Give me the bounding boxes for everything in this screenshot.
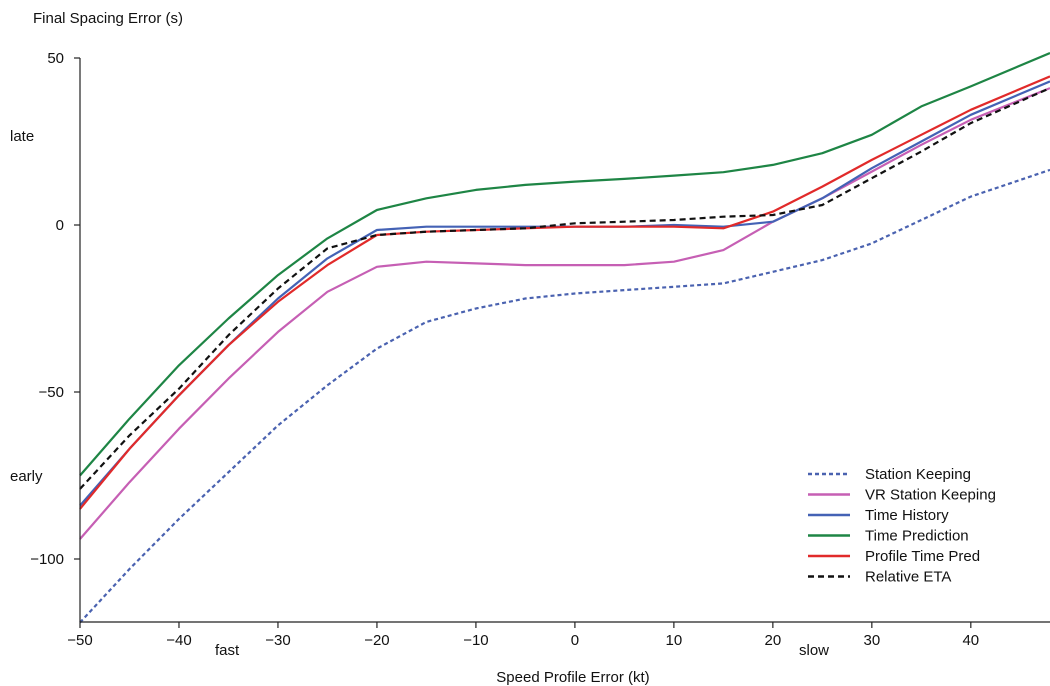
x-tick-label: −40: [166, 632, 191, 649]
annotation-slow: slow: [799, 642, 829, 659]
y-tick-label: 0: [56, 217, 64, 234]
legend-label: Time History: [865, 507, 949, 524]
x-axis-ticks: −50 −40 −30 −20 −10 0 10 20 30 40: [67, 622, 979, 649]
legend-label: Station Keeping: [865, 466, 971, 483]
series-line-vr-station-keeping: [79, 87, 1050, 540]
y-tick-label: −100: [30, 551, 64, 568]
legend: Station Keeping VR Station Keeping Time Hi…: [808, 466, 996, 586]
x-tick-label: 30: [863, 632, 880, 649]
x-axis-title: Speed Profile Error (kt): [496, 669, 649, 686]
x-tick-label: −50: [67, 632, 92, 649]
annotation-fast: fast: [215, 642, 240, 659]
y-tick-label: 50: [47, 50, 64, 67]
x-tick-label: −30: [265, 632, 290, 649]
legend-label: Time Prediction: [865, 528, 969, 545]
y-tick-label: −50: [39, 384, 64, 401]
series-line-station-keeping: [79, 168, 1050, 624]
annotation-early: early: [10, 468, 43, 485]
plot-lines: [79, 51, 1050, 624]
x-tick-label: −10: [463, 632, 488, 649]
legend-label: Relative ETA: [865, 569, 951, 586]
legend-label: VR Station Keeping: [865, 487, 996, 504]
legend-label: Profile Time Pred: [865, 548, 980, 565]
x-tick-label: 20: [765, 632, 782, 649]
series-line-time-prediction: [79, 51, 1050, 477]
annotation-late: late: [10, 128, 34, 145]
x-tick-label: 0: [571, 632, 579, 649]
series-line-profile-time-pred: [79, 75, 1050, 510]
x-tick-label: 40: [962, 632, 979, 649]
x-tick-label: −20: [364, 632, 389, 649]
series-line-relative-eta: [79, 87, 1050, 490]
y-axis-ticks: 50 0 −50 −100: [30, 50, 80, 568]
y-axis-title: Final Spacing Error (s): [33, 10, 183, 27]
x-tick-label: 10: [666, 632, 683, 649]
